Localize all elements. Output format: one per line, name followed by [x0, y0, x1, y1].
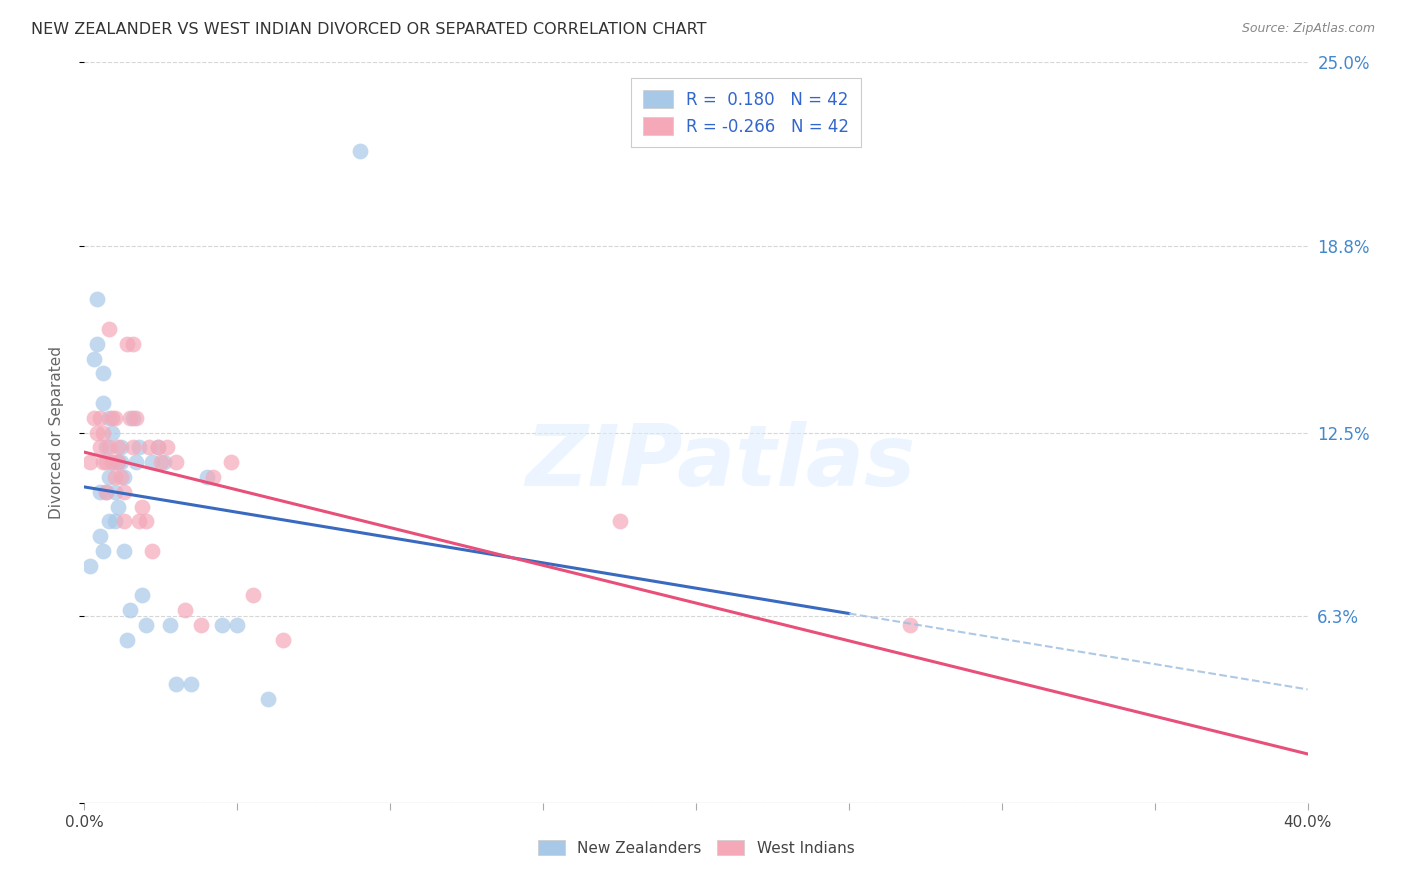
Point [153, 455, 176, 469]
Point [104, 410, 127, 425]
Point [101, 410, 124, 425]
Point [146, 441, 169, 455]
Point [94, 484, 117, 499]
Point [242, 589, 264, 603]
Point [110, 441, 132, 455]
Text: ZIPatlas: ZIPatlas [526, 421, 915, 504]
Text: Source: ZipAtlas.com: Source: ZipAtlas.com [1241, 22, 1375, 36]
Point [115, 336, 138, 351]
Point [86, 336, 108, 351]
Point [86, 293, 108, 307]
Point [122, 410, 145, 425]
Point [257, 692, 280, 706]
Point [110, 455, 132, 469]
Point [190, 618, 212, 632]
Point [97, 410, 120, 425]
Point [94, 455, 117, 469]
Point [122, 441, 145, 455]
Point [91, 544, 114, 558]
Text: NEW ZEALANDER VS WEST INDIAN DIVORCED OR SEPARATED CORRELATION CHART: NEW ZEALANDER VS WEST INDIAN DIVORCED OR… [31, 22, 706, 37]
Point [226, 618, 249, 632]
Point [91, 455, 114, 469]
Point [159, 618, 181, 632]
Point [219, 455, 242, 469]
Point [94, 441, 117, 455]
Point [107, 441, 129, 455]
Point [91, 367, 114, 381]
Point [101, 455, 124, 469]
Point [141, 455, 163, 469]
Point [125, 410, 148, 425]
Point [609, 515, 631, 529]
Point [135, 618, 157, 632]
Point [271, 632, 294, 647]
Point [89, 441, 111, 455]
Point [89, 410, 111, 425]
Point [94, 484, 117, 499]
Point [104, 470, 127, 484]
Point [349, 145, 371, 159]
Point [141, 544, 163, 558]
Point [97, 322, 120, 336]
Point [89, 529, 111, 543]
Point [128, 441, 150, 455]
Point [110, 470, 132, 484]
Point [91, 396, 114, 410]
Point [91, 425, 114, 440]
Point [165, 455, 187, 469]
Point [104, 515, 127, 529]
Y-axis label: Divorced or Separated: Divorced or Separated [49, 346, 63, 519]
Point [156, 441, 179, 455]
Point [120, 410, 142, 425]
Point [898, 618, 921, 632]
Point [86, 425, 108, 440]
Point [112, 484, 135, 499]
Point [107, 455, 129, 469]
Point [195, 470, 218, 484]
Point [131, 589, 153, 603]
Point [107, 455, 129, 469]
Point [180, 677, 202, 691]
Point [97, 441, 120, 455]
Point [125, 455, 148, 469]
Point [149, 455, 172, 469]
Point [115, 632, 138, 647]
Point [89, 484, 111, 499]
Point [107, 500, 129, 514]
Legend: New Zealanders, West Indians: New Zealanders, West Indians [531, 834, 860, 862]
Point [101, 455, 124, 469]
Point [79, 455, 101, 469]
Point [83, 410, 105, 425]
Point [112, 470, 135, 484]
Point [112, 515, 135, 529]
Point [128, 515, 150, 529]
Point [138, 441, 160, 455]
Point [112, 544, 135, 558]
Point [174, 603, 197, 617]
Point [97, 515, 120, 529]
Point [146, 441, 169, 455]
Point [131, 500, 153, 514]
Point [101, 425, 124, 440]
Point [211, 618, 233, 632]
Point [79, 558, 101, 573]
Point [97, 470, 120, 484]
Point [201, 470, 224, 484]
Point [104, 484, 127, 499]
Point [120, 603, 142, 617]
Point [135, 515, 157, 529]
Point [165, 677, 187, 691]
Point [122, 336, 145, 351]
Point [83, 351, 105, 366]
